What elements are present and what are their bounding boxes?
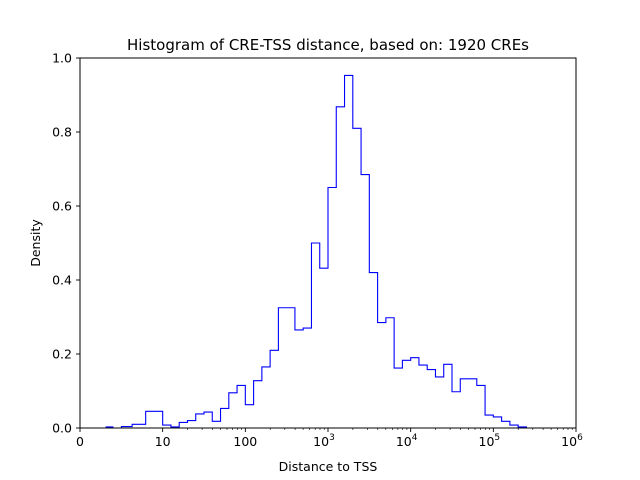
y-tick-label: 0.4 [52,273,72,288]
x-axis-label: Distance to TSS [279,459,378,474]
x-tick-label: 100 [233,434,257,449]
x-tick-exponent: 4 [412,433,418,443]
plot-frame [79,57,577,429]
y-tick-label: 0.2 [52,347,72,362]
x-tick-label: 10 [155,434,171,449]
y-tick-label: 0.0 [52,421,72,436]
x-tick-exponent: 3 [329,433,335,443]
histogram-step-line [105,74,527,429]
y-tick-label: 0.6 [52,199,72,214]
y-tick-label: 0.8 [52,125,72,140]
x-tick-exponent: 5 [494,433,500,443]
x-tick-exponent: 6 [577,433,583,443]
y-axis-label: Density [28,219,43,267]
y-tick-label: 1.0 [52,51,72,66]
chart-title: Histogram of CRE-TSS distance, based on:… [127,36,529,54]
x-tick-label: 0 [76,434,84,449]
